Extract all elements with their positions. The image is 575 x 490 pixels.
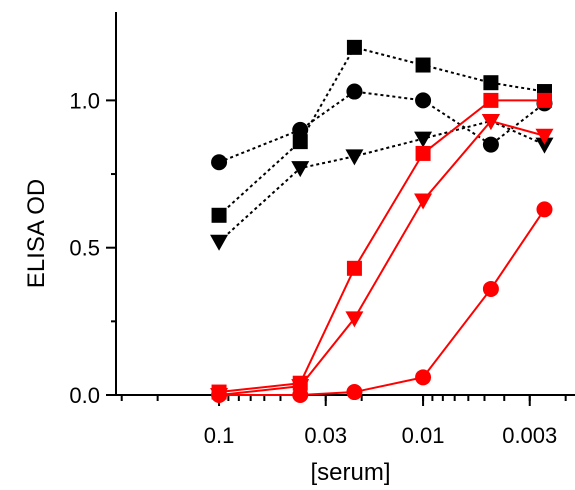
series-0-line (218, 46, 545, 217)
x-tick-label-2: 0.01 (402, 423, 445, 448)
series-4 (210, 114, 554, 404)
series-2 (210, 114, 554, 251)
series-3-point-4 (483, 92, 499, 108)
x-axis-title: [serum] (310, 459, 390, 486)
series-0 (211, 39, 552, 223)
series-1-point-4 (482, 136, 499, 153)
series-0-point-3 (415, 57, 431, 73)
series-3-line (218, 99, 545, 394)
series-5-point-0 (211, 387, 228, 403)
series-2-point-5 (535, 137, 554, 154)
series-5-point-1 (292, 387, 309, 403)
y-tick-label-0: 0.0 (69, 383, 100, 408)
series-1 (211, 83, 553, 171)
series-layer (210, 39, 554, 404)
series-4-line (218, 119, 545, 396)
y-tick-label-2: 1.0 (69, 88, 100, 113)
x-tick-label-1: 0.03 (304, 423, 347, 448)
series-1-point-3 (415, 92, 432, 109)
series-0-point-0 (211, 207, 227, 223)
series-3-point-3 (415, 145, 431, 161)
series-0-point-2 (346, 39, 362, 55)
series-0-point-4 (483, 75, 499, 91)
series-5-line (219, 208, 546, 396)
x-tick-label-3: 0.003 (502, 423, 557, 448)
series-5-point-5 (536, 201, 553, 218)
series-5-point-4 (482, 280, 499, 297)
series-2-point-2 (345, 149, 364, 166)
series-1-point-1 (292, 121, 309, 138)
series-4-point-2 (345, 311, 364, 328)
series-0-point-1 (292, 134, 308, 150)
x-tick-label-0: 0.1 (204, 423, 235, 448)
y-tick-label-1: 0.5 (69, 236, 100, 261)
series-1-line (218, 90, 546, 164)
series-2-point-1 (291, 161, 310, 178)
series-1-point-0 (211, 154, 228, 171)
series-5-point-3 (415, 369, 432, 386)
series-3 (211, 92, 552, 400)
series-5 (211, 201, 553, 403)
series-5-point-2 (346, 384, 363, 401)
series-4-point-5 (535, 128, 554, 145)
series-2-line (218, 119, 545, 243)
axes (115, 12, 575, 396)
series-3-point-5 (536, 92, 552, 108)
series-2-point-0 (210, 234, 229, 251)
y-axis-title: ELISA OD (23, 179, 50, 288)
series-1-point-2 (346, 83, 363, 100)
series-2-point-3 (414, 131, 433, 148)
series-4-point-3 (414, 193, 433, 210)
series-4-point-4 (481, 114, 500, 131)
series-3-point-2 (346, 260, 362, 276)
